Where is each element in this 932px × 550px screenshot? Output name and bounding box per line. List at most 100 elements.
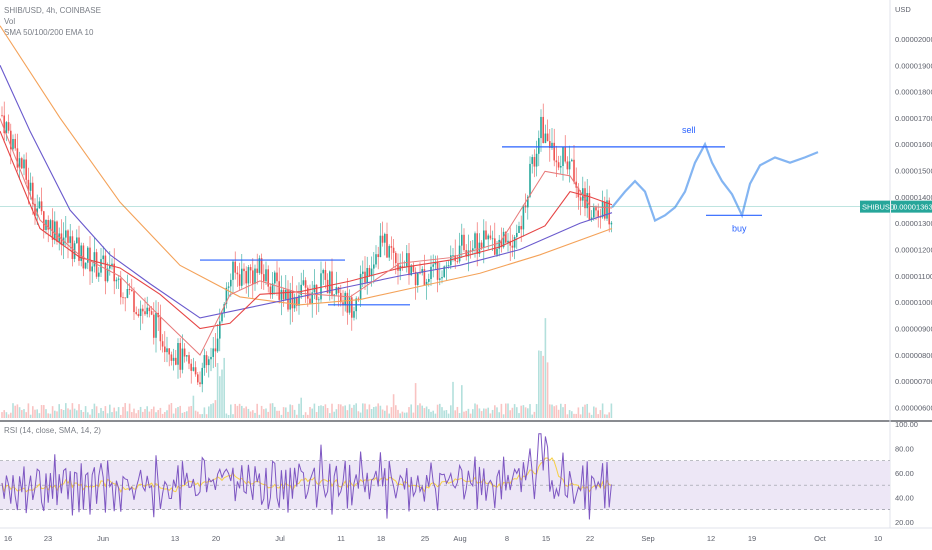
volume-bar — [203, 407, 206, 418]
candle-body — [494, 238, 496, 255]
candle-body — [443, 266, 445, 278]
volume-bar — [337, 404, 340, 418]
candle-body — [304, 280, 307, 288]
candle-body — [161, 341, 164, 347]
volume-bar — [150, 409, 153, 418]
volume-bar — [593, 406, 595, 418]
volume-bar — [366, 409, 368, 418]
volume-bar — [584, 404, 586, 418]
candle-body — [181, 348, 184, 370]
candle-body — [478, 242, 481, 254]
candle-body — [98, 272, 100, 277]
volume-bar — [245, 406, 247, 418]
volume-bar — [80, 409, 82, 418]
candle-body — [29, 182, 32, 191]
volume-bar — [606, 414, 608, 418]
candle-body — [436, 262, 439, 280]
candle-body — [234, 261, 236, 273]
volume-bar — [573, 413, 575, 418]
candle-body — [419, 272, 421, 274]
candle-body — [216, 338, 219, 352]
volume-bar — [18, 407, 21, 418]
volume-bar — [601, 403, 604, 418]
candle-body — [562, 147, 564, 166]
candles-group — [1, 101, 613, 393]
time-tick-label: 18 — [377, 534, 385, 543]
volume-bar — [175, 408, 177, 418]
volume-bar — [472, 409, 474, 418]
candle-body — [516, 232, 518, 237]
volume-bar — [188, 406, 190, 418]
candle-body — [571, 159, 573, 162]
candle-body — [608, 200, 610, 225]
candle-body — [271, 283, 274, 295]
candle-body — [320, 273, 322, 300]
candle-body — [302, 280, 305, 285]
volume-bar — [538, 350, 540, 418]
volume-bar — [32, 406, 34, 418]
candle-body — [342, 302, 344, 306]
candle-body — [146, 307, 148, 315]
volume-bar — [496, 407, 498, 418]
volume-bar — [368, 404, 371, 418]
price-tick-label: 0.00001200 — [895, 246, 932, 255]
volume-bar — [553, 406, 555, 418]
candle-body — [491, 238, 494, 240]
candle-body — [7, 122, 10, 131]
candle-body — [461, 234, 463, 246]
candle-body — [311, 292, 313, 304]
legend-ma: SMA 50/100/200 EMA 10 — [4, 28, 94, 37]
price-tick-label: 0.00001600 — [895, 140, 932, 149]
candle-body — [333, 294, 335, 296]
volume-bar — [610, 403, 613, 418]
candle-body — [370, 268, 373, 277]
volume-bar — [89, 414, 91, 418]
volume-bar — [219, 376, 221, 418]
candle-body — [511, 245, 514, 248]
candle-body — [566, 161, 569, 170]
volume-bar — [566, 414, 569, 418]
time-tick-label: Aug — [453, 534, 466, 543]
volume-bar — [406, 412, 408, 418]
candle-body — [509, 240, 511, 246]
candle-body — [40, 201, 43, 212]
candle-body — [430, 266, 432, 280]
volume-bar — [166, 410, 168, 418]
volume-bar — [311, 408, 313, 418]
volume-bar — [159, 407, 162, 418]
volume-bar — [388, 413, 390, 418]
volume-bar — [480, 411, 483, 418]
candle-body — [80, 245, 82, 261]
volume-bar — [555, 405, 558, 418]
volume-bar — [509, 410, 511, 418]
candle-body — [208, 359, 210, 366]
volume-bar — [329, 413, 331, 418]
volume-group — [1, 318, 613, 418]
rsi-line — [1, 433, 612, 520]
candle-body — [183, 348, 186, 357]
candle-body — [601, 201, 604, 218]
candle-body — [489, 235, 492, 239]
candle-body — [243, 268, 245, 272]
candle-body — [256, 268, 258, 273]
candle-body — [175, 357, 177, 365]
candle-body — [359, 273, 362, 299]
volume-bar — [274, 406, 276, 418]
volume-bar — [285, 407, 287, 418]
volume-bar — [511, 407, 514, 418]
price-tick-label: 0.00001100 — [895, 272, 932, 281]
volume-bar — [223, 357, 225, 418]
price-tick-label: 0.00001900 — [895, 61, 932, 70]
candle-body — [549, 141, 551, 149]
candle-body — [474, 233, 476, 249]
volume-bar — [575, 413, 577, 418]
volume-bar — [54, 410, 56, 418]
candle-body — [377, 254, 379, 258]
volume-bar — [320, 405, 322, 418]
candle-body — [502, 231, 505, 248]
rsi-tick-label: 60.00 — [895, 469, 914, 478]
volume-bar — [518, 413, 520, 418]
volume-bar — [128, 403, 131, 418]
volume-bar — [122, 406, 124, 418]
